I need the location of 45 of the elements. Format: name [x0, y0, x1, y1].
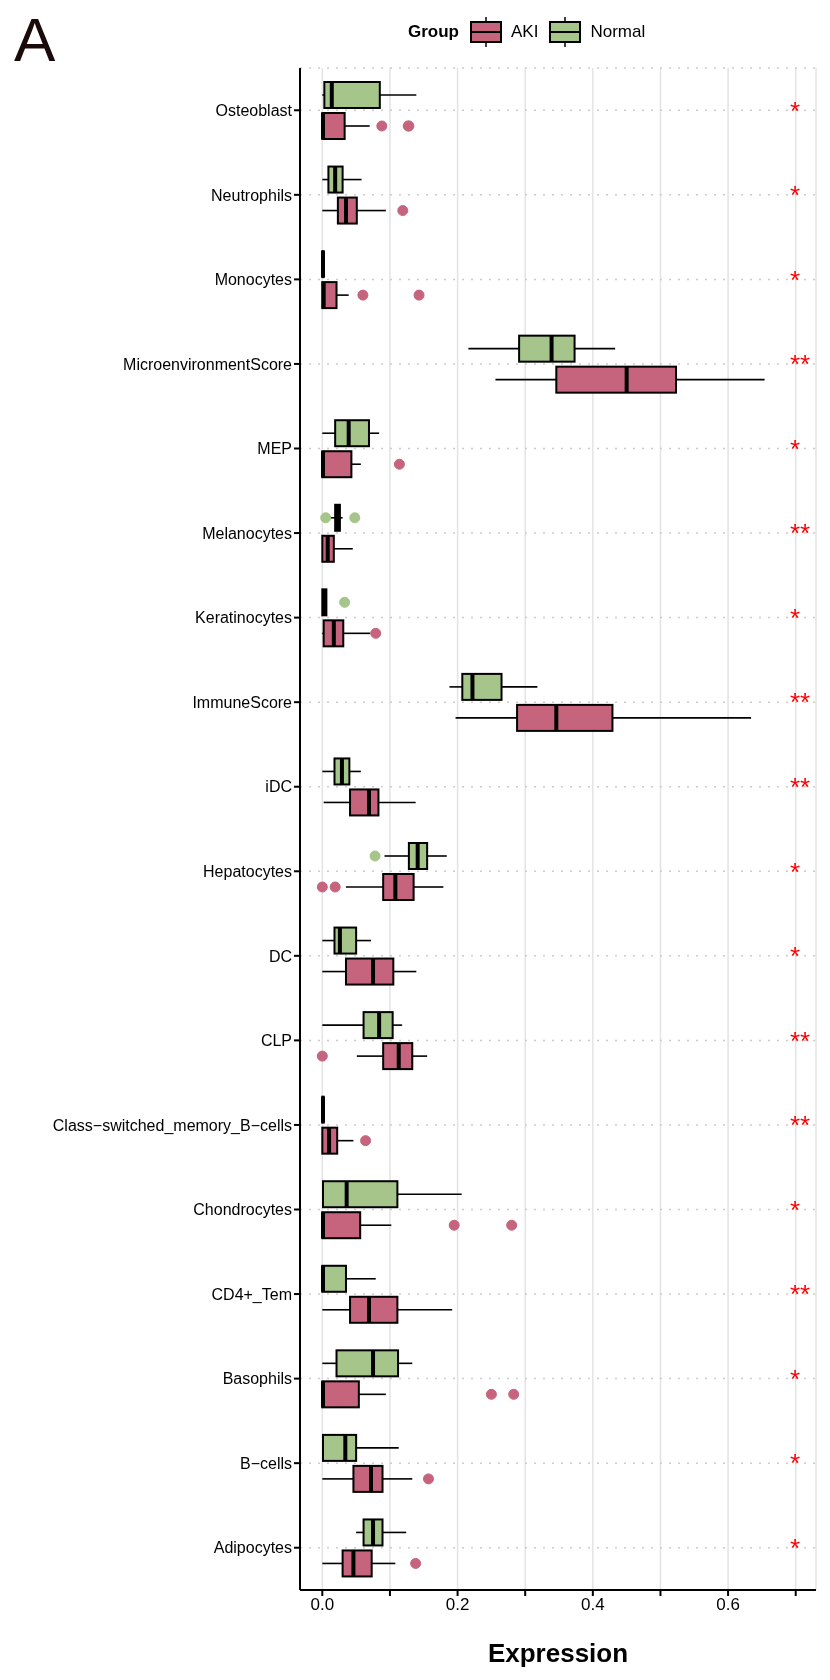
- annotation: **: [790, 1025, 811, 1056]
- annotation: *: [790, 433, 801, 464]
- annotation: **: [790, 687, 811, 718]
- annotation: *: [790, 1363, 801, 1394]
- annotation: *: [790, 941, 801, 972]
- annotation: *: [790, 1194, 801, 1225]
- x-tick-label: 0.2: [445, 1595, 470, 1615]
- x-tick-label: 0.6: [716, 1595, 740, 1615]
- annotation: *: [790, 180, 801, 211]
- y-tick-label: Keratinocytes: [195, 609, 292, 627]
- annotation: *: [790, 856, 801, 887]
- y-tick-label: Osteoblast: [215, 101, 293, 119]
- x-tick-label: 0.4: [581, 1595, 605, 1615]
- y-tick-label: Adipocytes: [213, 1539, 292, 1557]
- x-tick-label: 0.0: [310, 1595, 335, 1615]
- y-tick-label: ImmuneScore: [192, 693, 293, 711]
- y-tick-label: MEP: [257, 440, 292, 458]
- chart-title: A: [14, 4, 56, 75]
- y-tick-label: Chondrocytes: [193, 1201, 292, 1219]
- y-tick-label: MicroenvironmentScore: [123, 355, 293, 373]
- y-tick-label: Melanocytes: [202, 524, 292, 542]
- y-tick-label: DC: [268, 947, 292, 965]
- y-tick-label: Class−switched_memory_B−cells: [52, 1116, 292, 1135]
- y-tick-label: Basophils: [222, 1370, 292, 1388]
- annotation: *: [790, 264, 801, 295]
- y-tick-label: Neutrophils: [211, 186, 292, 204]
- y-tick-label: B−cells: [239, 1454, 292, 1472]
- x-axis-title: Expression: [487, 1638, 629, 1668]
- legend-title: Group: [408, 22, 459, 42]
- annotation: *: [790, 602, 801, 633]
- annotation: **: [790, 771, 811, 802]
- annotation: *: [790, 95, 801, 126]
- legend-label: AKI: [511, 22, 539, 42]
- annotation: **: [790, 349, 811, 380]
- y-tick-label: CD4+_Tem: [211, 1285, 292, 1304]
- annotation: *: [790, 1448, 801, 1479]
- y-tick-label: Monocytes: [214, 271, 292, 289]
- annotation: **: [790, 1279, 811, 1310]
- legend-label: Normal: [590, 22, 646, 42]
- y-tick-label: iDC: [265, 778, 292, 796]
- annotation: *: [790, 1532, 801, 1563]
- y-tick-label: Hepatocytes: [203, 862, 292, 880]
- y-tick-label: CLP: [260, 1032, 292, 1050]
- annotation: **: [790, 518, 811, 549]
- annotation: **: [790, 1110, 811, 1141]
